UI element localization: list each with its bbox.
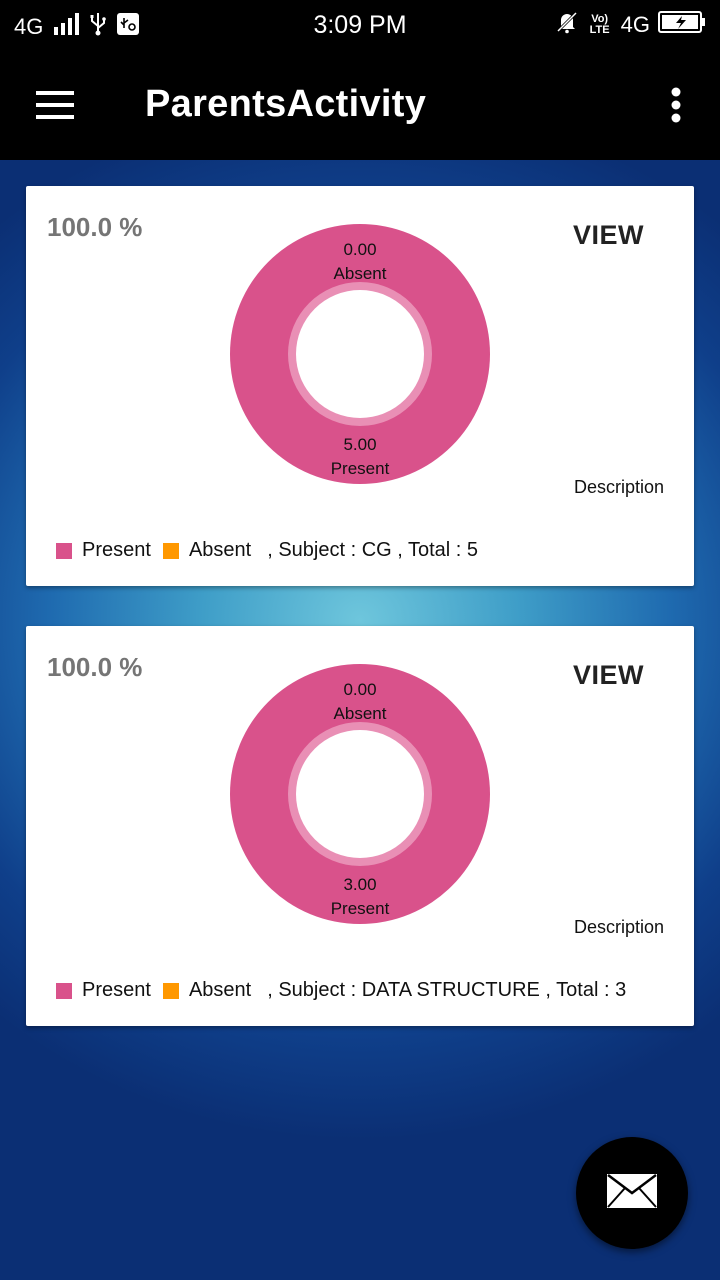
- app-bar: ParentsActivity: [0, 50, 720, 160]
- email-icon: [606, 1173, 658, 1214]
- donut-hole: [296, 730, 424, 858]
- more-vert-icon[interactable]: [654, 80, 698, 130]
- view-button[interactable]: VIEW: [573, 220, 645, 250]
- present-label: Present: [330, 459, 390, 478]
- legend-present-label: Present: [82, 979, 151, 1001]
- attendance-donut-chart: 0.00 Absent 3.00 Present: [228, 662, 492, 926]
- usb-debug-icon: [117, 13, 140, 41]
- page-title: ParentsActivity: [145, 83, 427, 125]
- attendance-percent: 100.0 %: [47, 212, 143, 242]
- legend-present-label: Present: [82, 539, 151, 561]
- network-type-right: 4G: [620, 12, 650, 37]
- present-value-label: 3.00 Present: [228, 873, 492, 921]
- present-value: 5.00: [343, 435, 377, 454]
- status-time: 3:09 PM: [313, 11, 407, 39]
- battery-charging-icon: [658, 10, 706, 40]
- attendance-percent: 100.0 %: [47, 652, 143, 682]
- chart-legend: Present Absent , Subject : DATA STRUCTUR…: [56, 979, 626, 1002]
- usb-icon: [89, 12, 107, 42]
- present-value-label: 5.00 Present: [228, 433, 492, 481]
- subject-total-info: , Subject : CG , Total : 5: [267, 539, 479, 561]
- present-swatch: [56, 542, 72, 559]
- alarm-off-icon: [555, 10, 579, 40]
- legend-absent-label: Absent: [188, 539, 252, 561]
- absent-label: Absent: [333, 264, 387, 283]
- status-right-group: Vo) LTE 4G: [555, 10, 706, 40]
- attendance-card-data-structure: 100.0 % VIEW 0.00 Absent 3.00 Present De…: [26, 626, 694, 1026]
- status-left-group: 4G: [14, 12, 140, 42]
- absent-value: 0.00: [343, 240, 377, 259]
- legend-item-present: Present: [56, 979, 151, 1002]
- absent-swatch: [162, 982, 179, 999]
- absent-value-label: 0.00 Absent: [228, 678, 492, 726]
- attendance-donut-chart: 0.00 Absent 5.00 Present: [228, 222, 492, 486]
- legend-item-present: Present: [56, 539, 151, 562]
- subject-total-info: , Subject : DATA STRUCTURE , Total : 3: [267, 979, 627, 1001]
- absent-value: 0.00: [343, 680, 377, 699]
- view-button[interactable]: VIEW: [573, 660, 645, 690]
- legend-item-absent: Absent: [162, 539, 252, 562]
- legend-absent-label: Absent: [188, 979, 252, 1001]
- present-swatch: [56, 982, 72, 999]
- hamburger-menu-icon[interactable]: [28, 80, 84, 130]
- chart-description: Description: [574, 477, 665, 497]
- donut-hole: [296, 290, 424, 418]
- chart-description: Description: [574, 917, 665, 937]
- absent-value-label: 0.00 Absent: [228, 238, 492, 286]
- legend-item-absent: Absent: [162, 979, 252, 1002]
- absent-swatch: [162, 542, 179, 559]
- signal-icon: [53, 13, 80, 41]
- network-type-left: 4G: [14, 14, 44, 39]
- volte-label: Vo) LTE: [589, 13, 610, 36]
- status-bar: 4G 3:0: [0, 0, 720, 50]
- absent-label: Absent: [333, 704, 387, 723]
- present-value: 3.00: [343, 875, 377, 894]
- email-fab-button[interactable]: [576, 1137, 688, 1249]
- attendance-card-cg: 100.0 % VIEW 0.00 Absent 5.00 Present De…: [26, 186, 694, 586]
- chart-legend: Present Absent , Subject : CG , Total : …: [56, 539, 478, 562]
- present-label: Present: [330, 899, 390, 918]
